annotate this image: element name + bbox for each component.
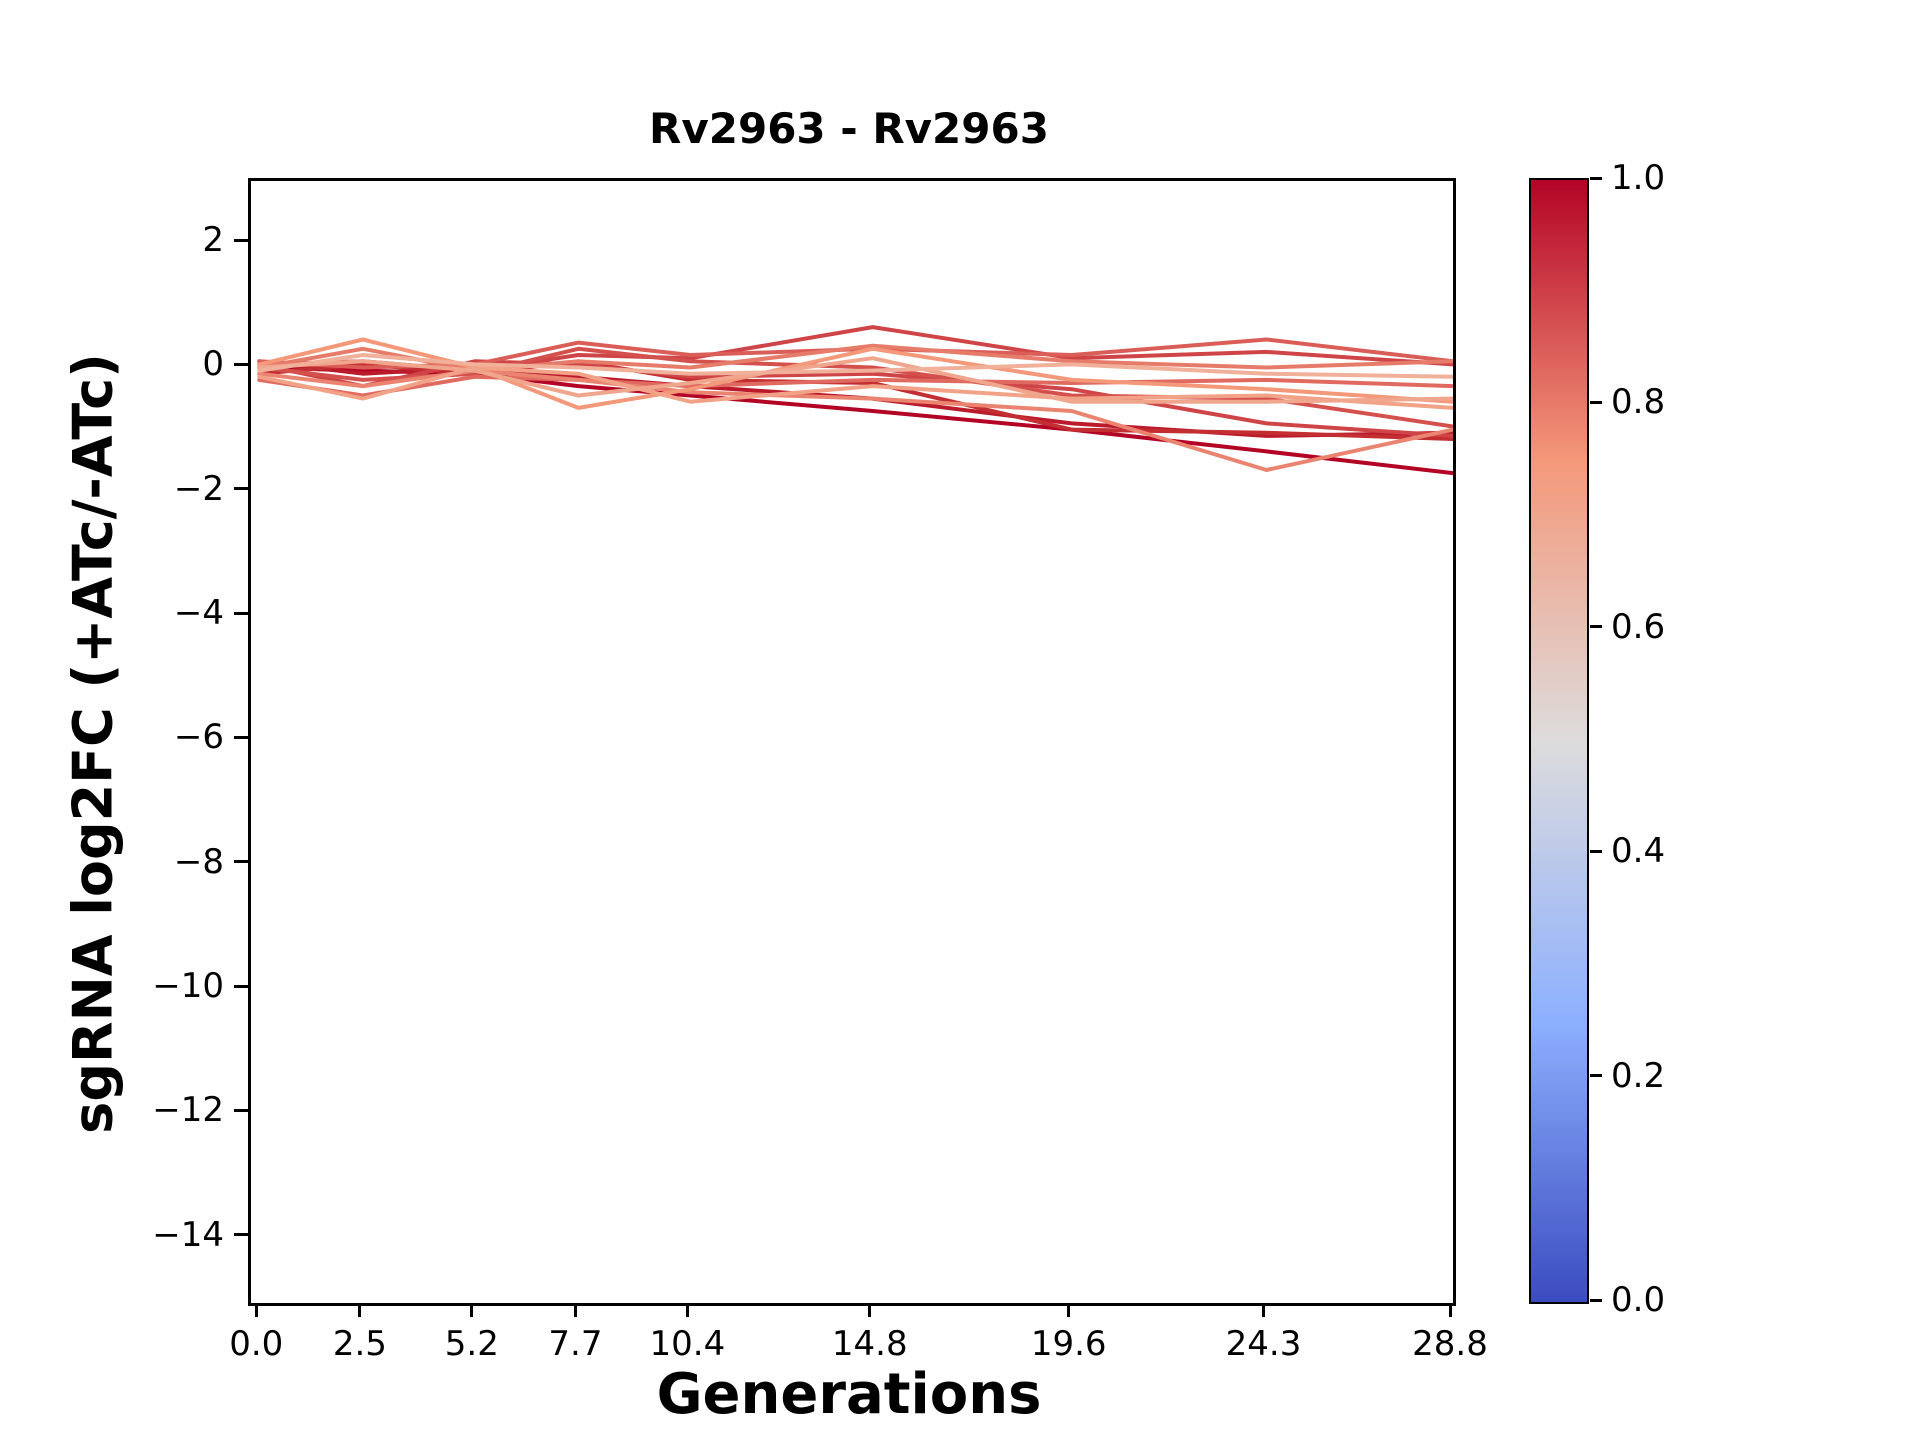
x-tick-mark bbox=[470, 1303, 474, 1317]
x-tick-label: 7.7 bbox=[548, 1324, 603, 1364]
x-tick-label: 5.2 bbox=[444, 1324, 499, 1364]
y-tick-mark bbox=[234, 238, 248, 242]
colorbar-tick-label: 0.2 bbox=[1611, 1055, 1666, 1096]
y-tick-label: −2 bbox=[173, 468, 224, 509]
y-tick-label: −4 bbox=[173, 593, 224, 634]
x-axis-label: Generations bbox=[656, 1362, 1042, 1427]
sgRNA-series-line bbox=[257, 368, 1453, 472]
x-tick-label: 19.6 bbox=[1030, 1324, 1107, 1364]
x-tick-mark bbox=[358, 1303, 362, 1317]
y-tick-label: 2 bbox=[202, 220, 224, 261]
colorbar-tick-label: 0.8 bbox=[1611, 382, 1666, 423]
y-tick-label: −6 bbox=[173, 717, 224, 758]
sgRNA-series-line bbox=[257, 337, 1453, 370]
sgRNA-series-line bbox=[257, 353, 1453, 379]
y-tick-mark bbox=[234, 487, 248, 491]
colorbar-tick-mark bbox=[1590, 1074, 1602, 1078]
y-tick-mark bbox=[234, 611, 248, 615]
sgRNA-series-line bbox=[257, 365, 1453, 410]
x-tick-mark bbox=[573, 1303, 577, 1317]
colorbar-tick-mark bbox=[1590, 849, 1602, 853]
colorbar-tick-label: 0.6 bbox=[1611, 606, 1666, 647]
y-tick-label: −14 bbox=[152, 1214, 224, 1255]
y-tick-mark bbox=[234, 984, 248, 988]
colorbar-tick-mark bbox=[1590, 625, 1602, 629]
y-tick-mark bbox=[234, 362, 248, 366]
y-tick-mark bbox=[234, 1233, 248, 1237]
x-tick-label: 2.5 bbox=[332, 1324, 387, 1364]
y-tick-label: −8 bbox=[173, 841, 224, 882]
colorbar-tick-mark bbox=[1590, 1298, 1602, 1302]
y-tick-mark bbox=[234, 735, 248, 739]
x-tick-mark bbox=[1067, 1303, 1071, 1317]
sgRNA-series-line bbox=[257, 343, 1453, 373]
colorbar-tick-mark bbox=[1590, 176, 1602, 180]
x-tick-label: 0.0 bbox=[229, 1324, 284, 1364]
plot-canvas bbox=[257, 325, 1453, 476]
colorbar-tick-label: 0.0 bbox=[1611, 1280, 1666, 1320]
plot-area bbox=[248, 178, 1456, 1306]
sgRNA-series-line bbox=[257, 337, 1453, 410]
colorbar-tick-label: 0.4 bbox=[1611, 831, 1666, 872]
x-tick-label: 24.3 bbox=[1225, 1324, 1302, 1364]
x-tick-label: 14.8 bbox=[831, 1324, 908, 1364]
x-tick-mark bbox=[685, 1303, 689, 1317]
y-tick-label: −12 bbox=[152, 1090, 224, 1131]
x-tick-mark bbox=[868, 1303, 872, 1317]
y-tick-mark bbox=[234, 860, 248, 864]
chart-title: Rv2963 - Rv2963 bbox=[649, 104, 1049, 153]
colorbar bbox=[1529, 178, 1589, 1304]
x-tick-mark bbox=[1448, 1303, 1452, 1317]
colorbar-tick-mark bbox=[1590, 400, 1602, 404]
sgRNA-series-line bbox=[257, 356, 1453, 404]
x-tick-mark bbox=[1261, 1303, 1265, 1317]
y-tick-label: −10 bbox=[152, 966, 224, 1007]
x-tick-mark bbox=[254, 1303, 258, 1317]
colorbar-tick-label: 1.0 bbox=[1611, 158, 1666, 198]
x-tick-label: 28.8 bbox=[1412, 1324, 1488, 1364]
y-tick-mark bbox=[234, 1108, 248, 1112]
x-tick-label: 10.4 bbox=[649, 1324, 726, 1364]
y-tick-label: 0 bbox=[202, 344, 224, 385]
